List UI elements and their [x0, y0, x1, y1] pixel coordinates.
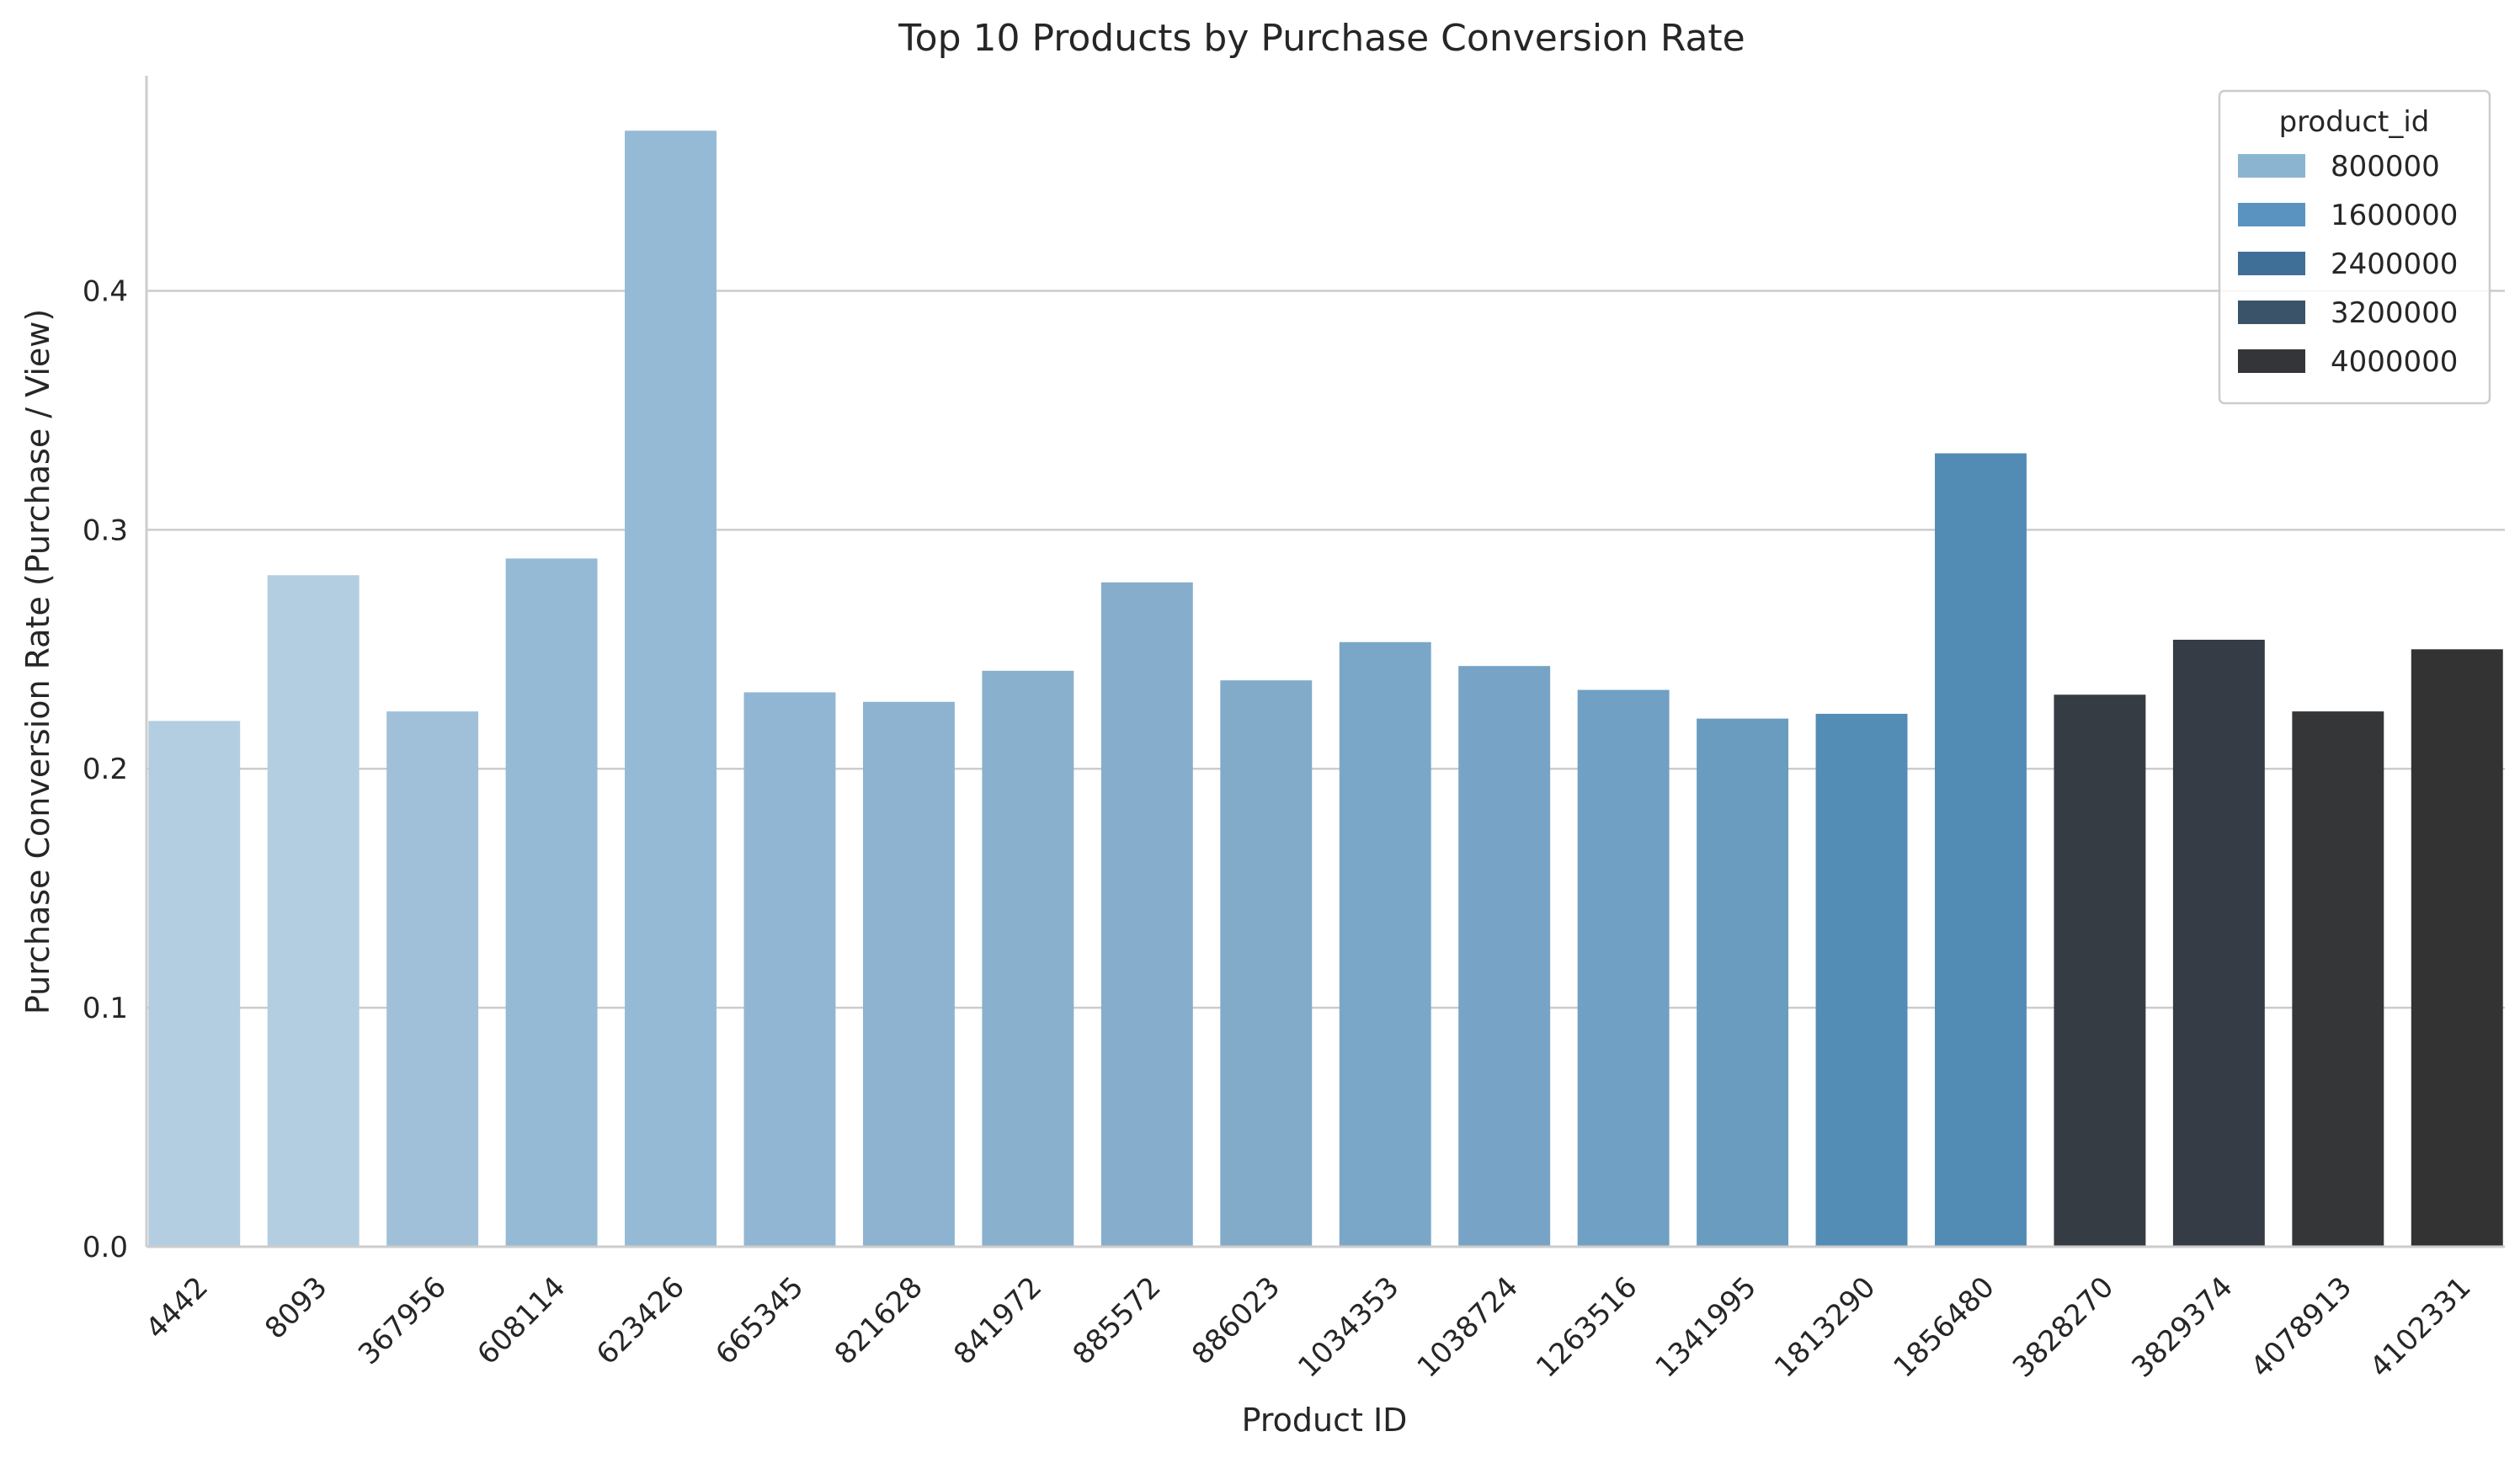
x-tick-label: 3828270 [2006, 1270, 2120, 1384]
x-tick-label: 1341995 [1649, 1270, 1763, 1384]
x-tick-label: 367956 [352, 1270, 453, 1371]
y-tick-label: 0.0 [83, 1231, 128, 1264]
x-tick-label: 841972 [947, 1270, 1048, 1371]
bar [2292, 711, 2384, 1247]
bar [1458, 666, 1551, 1247]
bar [862, 701, 955, 1247]
bar [2411, 649, 2503, 1247]
bar [1339, 641, 1431, 1247]
bar [1815, 713, 1908, 1247]
legend-swatch [2238, 301, 2305, 324]
x-tick-label: 886023 [1185, 1270, 1287, 1371]
legend-title: product_id [2279, 105, 2430, 139]
legend-label: 2400000 [2331, 247, 2458, 281]
bar [982, 670, 1074, 1247]
x-tick-label: 1856480 [1887, 1270, 2001, 1384]
bar [1577, 689, 1670, 1247]
bar [267, 575, 360, 1247]
bars [148, 130, 2503, 1247]
x-tick-label: 885572 [1067, 1270, 1168, 1371]
legend-label: 800000 [2331, 150, 2440, 184]
legend-label: 1600000 [2331, 199, 2458, 232]
x-tick-labels: 4442 8093 367956 608114 623426 665345 821628 84… [140, 1270, 2478, 1384]
x-tick-label: 1034353 [1292, 1270, 1405, 1384]
x-tick-label: 608114 [471, 1270, 572, 1371]
bar [1935, 453, 2027, 1247]
legend-entries: 800000 1600000 2400000 3200000 4000000 [2238, 150, 2458, 379]
legend-label: 3200000 [2331, 296, 2458, 330]
legend-swatch [2238, 252, 2305, 275]
bar [1100, 582, 1193, 1247]
y-tick-label: 0.4 [83, 274, 128, 308]
bar [386, 711, 479, 1247]
bar [2172, 639, 2265, 1247]
axes [145, 76, 2505, 1248]
x-tick-label: 4102331 [2363, 1270, 2477, 1384]
legend-label: 4000000 [2331, 345, 2458, 379]
y-tick-label: 0.3 [83, 513, 128, 547]
bar [1220, 680, 1313, 1247]
x-tick-label: 821628 [828, 1270, 930, 1371]
x-tick-label: 8093 [258, 1270, 333, 1345]
bar [2054, 694, 2146, 1247]
x-tick-label: 3829374 [2125, 1270, 2239, 1384]
x-tick-label: 4078913 [2245, 1270, 2358, 1384]
legend-swatch [2238, 203, 2305, 226]
y-tick-label: 0.1 [83, 992, 128, 1025]
bar [148, 721, 241, 1247]
x-tick-label: 1038724 [1411, 1270, 1525, 1384]
y-axis-label: Purchase Conversion Rate (Purchase / Vie… [19, 309, 56, 1014]
x-axis-label: Product ID [1242, 1402, 1408, 1439]
bar [743, 692, 836, 1247]
y-tick-labels: 0.0 0.1 0.2 0.3 0.4 [83, 274, 128, 1264]
bar [625, 130, 717, 1247]
chart-title: Top 10 Products by Purchase Conversion R… [898, 17, 1745, 60]
legend-swatch [2238, 349, 2305, 373]
x-tick-label: 665345 [709, 1270, 810, 1371]
legend: product_id 800000 1600000 2400000 3200000 40… [2218, 89, 2491, 405]
legend-swatch [2238, 154, 2305, 178]
x-tick-label: 4442 [140, 1270, 215, 1345]
gridlines [147, 290, 2505, 1009]
x-tick-label: 1813290 [1768, 1270, 1882, 1384]
y-tick-label: 0.2 [83, 753, 128, 786]
x-tick-label: 1263516 [1530, 1270, 1644, 1384]
x-tick-label: 623426 [590, 1270, 691, 1371]
bar [505, 558, 598, 1247]
bar [1697, 718, 1789, 1247]
